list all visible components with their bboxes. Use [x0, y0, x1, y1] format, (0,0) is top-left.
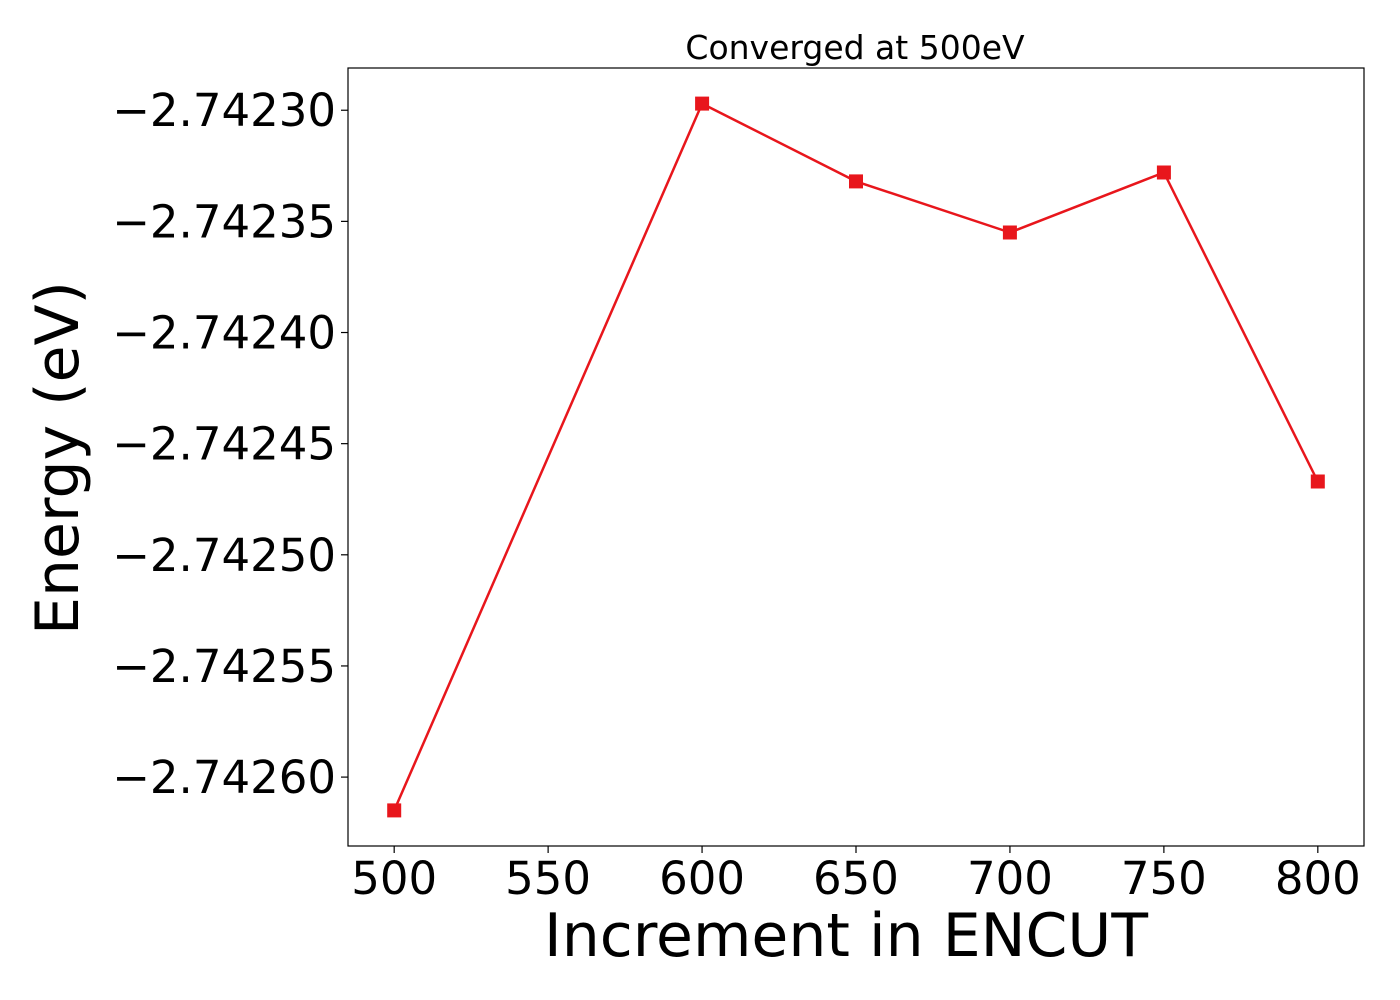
- y-tick-label: −2.74255: [112, 640, 336, 693]
- x-tick-label: 600: [659, 852, 745, 905]
- y-tick-label: −2.74240: [112, 307, 336, 360]
- y-tick-label: −2.74245: [112, 418, 336, 471]
- y-tick-label: −2.74230: [112, 84, 336, 137]
- y-tick-label: −2.74260: [112, 751, 336, 804]
- data-point-marker: [1002, 225, 1017, 240]
- x-tick-label: 700: [967, 852, 1053, 905]
- x-tick-label: 500: [351, 852, 437, 905]
- y-axis-label: Energy (eV): [23, 281, 93, 635]
- chart-title: Converged at 500eV: [685, 28, 1025, 67]
- data-point-marker: [1310, 474, 1325, 489]
- x-tick-label: 650: [813, 852, 899, 905]
- data-point-marker: [695, 96, 710, 111]
- data-point-marker: [387, 803, 402, 818]
- series-layer: [387, 96, 1325, 818]
- y-axis-ticks: −2.74230 −2.74235 −2.74240 −2.74245 −2.74250…: [112, 84, 348, 804]
- x-tick-label: 750: [1121, 852, 1207, 905]
- data-point-marker: [1156, 165, 1171, 180]
- data-point-marker: [849, 174, 863, 189]
- x-axis-label: Increment in ENCUT: [544, 901, 1148, 971]
- series-line: [393, 102, 1319, 811]
- x-tick-label: 550: [505, 852, 591, 905]
- y-tick-label: −2.74250: [112, 529, 336, 582]
- y-tick-label: −2.74235: [112, 195, 336, 248]
- plot-area-frame: [347, 67, 1365, 847]
- x-tick-label: 800: [1275, 852, 1361, 905]
- x-axis-ticks: 500 550 600 650 700 750 800: [351, 846, 1361, 905]
